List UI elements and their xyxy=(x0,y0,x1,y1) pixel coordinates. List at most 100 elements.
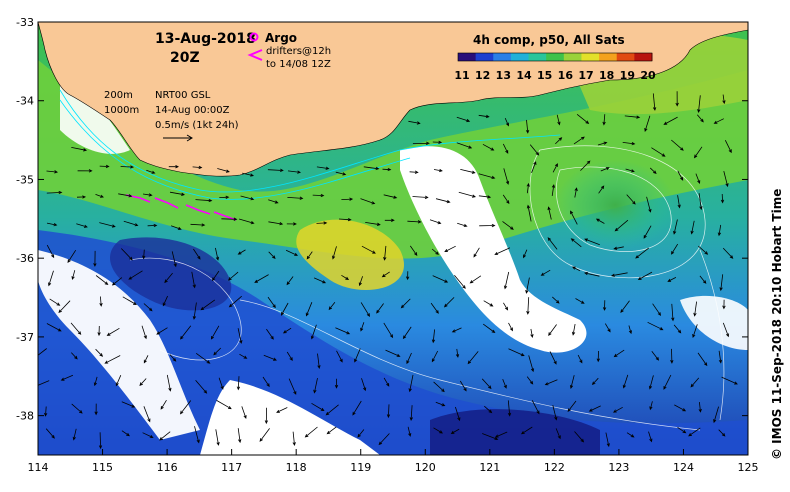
velocity-arrow-icon xyxy=(677,426,687,434)
velocity-arrow-icon xyxy=(549,351,557,365)
velocity-arrow-icon xyxy=(651,147,666,157)
velocity-arrow-icon xyxy=(595,218,605,224)
map-date: 13-Aug-2018 xyxy=(155,31,256,47)
velocity-arrow-icon xyxy=(121,248,133,261)
drifter-marker-icon xyxy=(247,49,263,61)
velocity-arrow-icon xyxy=(143,303,153,312)
x-tick-label: 118 xyxy=(286,461,307,474)
x-tick-label: 116 xyxy=(157,461,178,474)
velocity-arrow-icon xyxy=(218,377,224,390)
depth-200-label: 200m xyxy=(104,90,133,101)
velocity-arrow-icon xyxy=(240,195,255,201)
velocity-arrow-icon xyxy=(285,249,299,256)
velocity-arrow-icon xyxy=(338,217,352,222)
velocity-arrow-icon xyxy=(215,247,220,261)
velocity-arrow-icon xyxy=(482,433,499,440)
colorbar-swatch xyxy=(563,53,582,61)
velocity-arrow-icon xyxy=(44,406,48,417)
velocity-arrow-icon xyxy=(162,295,168,307)
velocity-arrow-icon xyxy=(722,322,730,338)
velocity-arrow-icon xyxy=(503,302,509,311)
velocity-arrow-icon xyxy=(305,302,313,317)
velocity-arrow-icon xyxy=(451,327,462,333)
velocity-arrow-icon xyxy=(450,428,460,434)
velocity-arrow-icon xyxy=(602,300,607,311)
y-axis: -33 -34 -35 -36 -37 -38 xyxy=(16,16,748,423)
velocity-arrow-icon xyxy=(142,432,154,438)
velocity-arrow-icon xyxy=(580,160,591,171)
velocity-arrow-icon xyxy=(688,427,701,437)
velocity-arrow-icon xyxy=(313,378,318,394)
velocity-arrow-icon xyxy=(316,221,328,225)
velocity-arrow-icon xyxy=(382,167,392,172)
velocity-arrow-icon xyxy=(106,327,120,336)
velocity-arrow-icon xyxy=(146,169,156,174)
velocity-arrow-icon xyxy=(121,430,130,437)
colorbar-swatch xyxy=(616,53,635,61)
velocity-arrow-icon xyxy=(478,173,496,179)
velocity-arrow-icon xyxy=(531,400,540,415)
velocity-arrow-icon xyxy=(95,348,104,357)
velocity-arrow-icon xyxy=(723,171,729,188)
velocity-arrow-icon xyxy=(635,247,649,259)
velocity-arrow-icon xyxy=(456,142,473,149)
colorbar-tick-label: 11 xyxy=(454,69,469,82)
velocity-arrow-icon xyxy=(194,426,200,444)
velocity-arrow-icon xyxy=(407,220,422,224)
velocity-arrow-icon xyxy=(588,405,601,412)
velocity-arrow-icon xyxy=(76,195,87,199)
velocity-arrow-icon xyxy=(211,270,220,282)
velocity-arrow-icon xyxy=(361,378,367,392)
velocity-arrow-icon xyxy=(718,429,726,437)
velocity-arrow-icon xyxy=(433,168,443,173)
legend: Argo drifters@12h to 14/08 12Z xyxy=(247,31,331,70)
velocity-arrow-icon xyxy=(573,136,585,145)
velocity-arrow-icon xyxy=(531,161,537,174)
velocity-arrow-icon xyxy=(584,238,600,246)
velocity-arrow-icon xyxy=(383,194,398,199)
colorbar-tick-label: 20 xyxy=(640,69,656,82)
scale-arrow-icon xyxy=(163,134,193,142)
velocity-arrow-icon xyxy=(713,406,719,424)
colorbar-swatch xyxy=(546,53,565,61)
velocity-arrow-icon xyxy=(671,139,684,151)
velocity-arrow-icon xyxy=(460,169,476,174)
velocity-arrow-icon xyxy=(695,173,701,184)
y-tick-label: -34 xyxy=(16,95,34,108)
velocity-arrow-icon xyxy=(611,272,628,277)
velocity-arrow-icon xyxy=(502,194,510,205)
velocity-arrow-icon xyxy=(241,406,247,419)
velocity-arrow-icon xyxy=(648,375,654,390)
velocity-arrow-icon xyxy=(95,275,109,285)
velocity-arrow-icon xyxy=(122,296,137,305)
x-tick-label: 117 xyxy=(221,461,242,474)
velocity-arrow-icon xyxy=(46,190,63,195)
velocity-arrow-icon xyxy=(719,274,724,292)
velocity-arrow-icon xyxy=(571,266,581,272)
velocity-arrow-icon xyxy=(192,165,203,170)
colorbar-swatch xyxy=(475,53,494,61)
velocity-arrow-icon xyxy=(674,404,687,412)
velocity-arrow-icon xyxy=(267,296,276,309)
colorbar-tick-label: 18 xyxy=(599,69,614,82)
velocity-arrow-icon xyxy=(192,302,197,320)
y-tick-label: -38 xyxy=(16,410,34,423)
velocity-arrow-icon xyxy=(341,274,350,280)
colorbar-tick-label: 12 xyxy=(475,69,490,82)
velocity-arrow-icon xyxy=(268,199,279,204)
velocity-arrow-icon xyxy=(143,355,149,364)
velocity-arrow-icon xyxy=(282,327,292,334)
ssh-contours xyxy=(129,145,725,431)
velocity-arrow-icon xyxy=(481,378,492,390)
velocity-arrow-icon xyxy=(624,115,641,119)
colorbar-frame xyxy=(457,52,653,62)
velocity-arrow-icon xyxy=(467,351,479,365)
velocity-arrow-icon xyxy=(383,377,390,387)
depth-1000-label: 1000m xyxy=(104,105,139,116)
velocity-arrow-icon xyxy=(409,245,418,256)
velocity-arrow-icon xyxy=(94,403,98,416)
velocity-arrow-icon xyxy=(408,120,421,125)
x-tick-label: 122 xyxy=(544,461,565,474)
colorbar-title: 4h comp, p50, All Sats xyxy=(473,33,625,47)
velocity-arrow-icon xyxy=(569,375,575,390)
